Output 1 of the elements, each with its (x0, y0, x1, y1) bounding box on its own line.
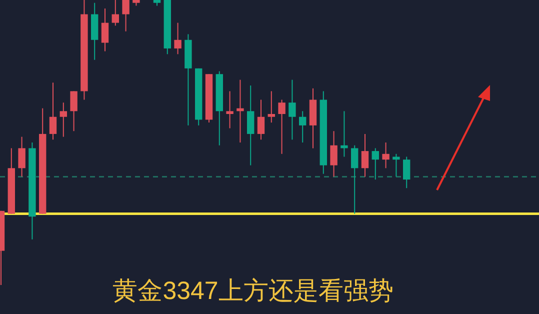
title: 黄金3347上方还是看强势 (112, 277, 394, 305)
